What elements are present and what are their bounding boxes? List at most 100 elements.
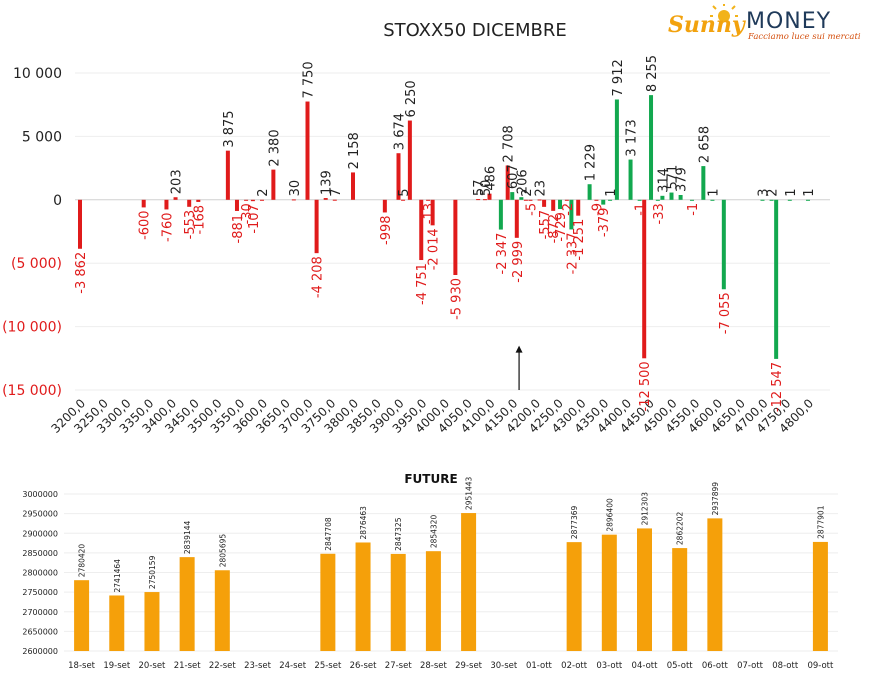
data-label: 2 (520, 188, 535, 196)
put-bar (141, 199, 146, 208)
data-label: -998 (379, 215, 394, 245)
put-bar (426, 199, 431, 201)
x-tick-label: 01-ott (526, 661, 553, 671)
data-label: 2 380 (267, 129, 282, 166)
data-label: 2847325 (394, 517, 403, 551)
call-bar (806, 199, 810, 201)
x-tick-label: 26-set (350, 661, 378, 671)
data-label: 57 (472, 180, 487, 197)
call-bar (774, 199, 779, 359)
data-label: 2896400 (605, 498, 614, 532)
x-tick-label: 25-set (314, 661, 342, 671)
y-tick-label: 2800000 (22, 569, 58, 578)
put-bar (594, 199, 599, 201)
put-bar (419, 199, 424, 261)
x-tick-label: 23-set (244, 661, 272, 671)
data-label: -1 251 (572, 219, 587, 261)
call-bar (769, 199, 774, 201)
x-tick-label: 18-set (68, 661, 96, 671)
y-tick-label: (10 000) (2, 320, 62, 336)
data-label: 203 (170, 169, 185, 194)
call-bar (689, 199, 694, 201)
future-bar (390, 553, 406, 651)
put-bar (351, 172, 355, 200)
data-label: -881 (231, 214, 246, 244)
data-label: -107 (247, 204, 262, 234)
x-tick-label: 24-set (279, 661, 307, 671)
put-bar (453, 199, 458, 275)
future-bar (179, 557, 195, 651)
data-label: 7 912 (611, 59, 626, 96)
data-label: -30 (240, 203, 255, 224)
put-bar (271, 169, 276, 200)
put-bar (173, 197, 178, 200)
y-tick-label: 2600000 (22, 647, 58, 656)
call-bar (601, 199, 606, 205)
put-bar (314, 199, 319, 254)
put-bar (332, 199, 337, 201)
x-tick-label: 27-set (385, 661, 413, 671)
future-bar (812, 541, 828, 651)
data-label: 2862202 (676, 511, 685, 545)
data-label: -12 547 (770, 362, 785, 412)
data-label: -168 (192, 205, 207, 235)
call-bar (660, 195, 665, 200)
future-bar (637, 528, 652, 651)
x-tick-label: 22-set (209, 661, 237, 671)
data-label: 2741464 (113, 559, 122, 593)
future-title: FUTURE (404, 472, 457, 486)
logo-tagline: Facciamo luce sui mercati (747, 32, 861, 42)
put-bar (164, 199, 169, 210)
put-bar (401, 199, 406, 201)
data-label: -1 (634, 203, 649, 216)
x-tick-label: 03-ott (596, 661, 623, 671)
data-label: 3 875 (222, 110, 237, 147)
put-bar (407, 120, 412, 200)
call-bar (510, 192, 515, 200)
put-bar (576, 199, 581, 216)
put-bar (187, 199, 192, 207)
put-bar (244, 199, 249, 201)
put-bar (323, 198, 328, 200)
data-label: -2 347 (495, 233, 510, 275)
put-bar (196, 199, 201, 202)
chart-title: STOXX50 DICEMBRE (383, 20, 567, 41)
put-bar (537, 199, 542, 201)
put-bar (564, 199, 569, 201)
data-label: 2854320 (429, 515, 438, 549)
data-label: 2847708 (324, 517, 333, 551)
data-label: 1 (802, 189, 817, 197)
call-bar (587, 184, 592, 200)
y-tick-label: 2650000 (22, 627, 58, 636)
put-bar (305, 101, 310, 200)
data-label: 2 708 (502, 125, 517, 162)
data-label: 2780420 (78, 544, 87, 578)
data-label: 2 158 (347, 132, 362, 169)
y-tick-label: 2900000 (22, 529, 58, 538)
data-label: 7 (329, 188, 344, 196)
put-bar (225, 150, 230, 200)
call-bar (701, 166, 706, 200)
data-label: -5 (524, 203, 539, 216)
data-label: 2 (256, 188, 271, 196)
data-label: -2 999 (511, 241, 526, 283)
data-label: -9 (590, 203, 605, 216)
data-label: -2 (561, 203, 576, 216)
y-tick-label: 3000000 (22, 490, 58, 499)
data-label: 3 173 (625, 119, 640, 156)
put-bar (396, 153, 401, 200)
data-label: -7 055 (718, 292, 733, 334)
future-bar (74, 580, 90, 651)
data-label: -379 (597, 208, 612, 238)
put-bar (528, 199, 533, 201)
call-bar (608, 199, 613, 201)
y-tick-label: 2950000 (22, 510, 58, 519)
y-tick-label: 5 000 (22, 129, 62, 145)
put-bar (542, 199, 547, 207)
data-label: 314 (656, 168, 671, 193)
data-label: -553 (183, 210, 198, 240)
call-bar (721, 199, 726, 290)
put-bar (250, 199, 255, 202)
call-bar (649, 95, 654, 200)
